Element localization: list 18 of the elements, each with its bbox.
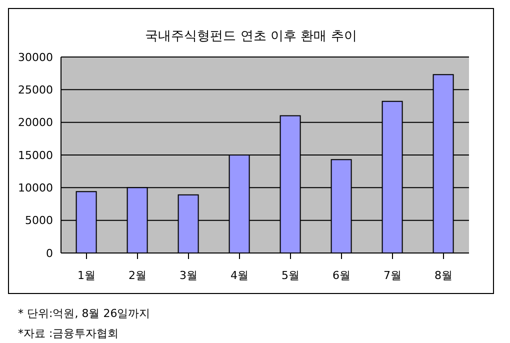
chart-title: 국내주식형펀드 연초 이후 환매 추이	[144, 28, 358, 46]
x-tick-label: 4월	[230, 268, 248, 282]
y-tick-label: 20000	[18, 116, 53, 130]
y-tick-label: 30000	[18, 50, 53, 64]
y-tick-label: 25000	[18, 84, 53, 97]
x-tick-label: 6월	[332, 268, 350, 282]
x-tick-label: 1월	[78, 268, 96, 282]
y-tick-label: 15000	[18, 148, 53, 162]
y-tick-label: 0	[46, 246, 53, 260]
x-tick-label: 8월	[434, 268, 452, 282]
x-tick-label: 2월	[128, 268, 146, 282]
x-tick-label: 7월	[384, 268, 402, 282]
x-tick-label: 5월	[282, 268, 300, 282]
y-tick-label: 5000	[25, 214, 53, 228]
text: *자료 :금융투자협회	[18, 326, 120, 342]
y-tick-label: 10000	[18, 182, 53, 195]
text: * 단위:억원, 8월 26일까지	[18, 306, 152, 322]
x-tick-label: 3월	[180, 268, 198, 282]
